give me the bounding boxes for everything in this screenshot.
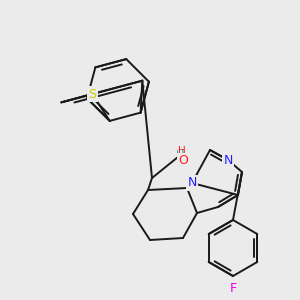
Text: N: N	[223, 154, 233, 166]
Text: H
O: H O	[178, 146, 186, 168]
Text: O: O	[178, 154, 188, 167]
Text: N: N	[187, 176, 197, 190]
Text: F: F	[230, 281, 237, 295]
Text: S: S	[88, 88, 96, 100]
Text: H: H	[176, 150, 184, 160]
